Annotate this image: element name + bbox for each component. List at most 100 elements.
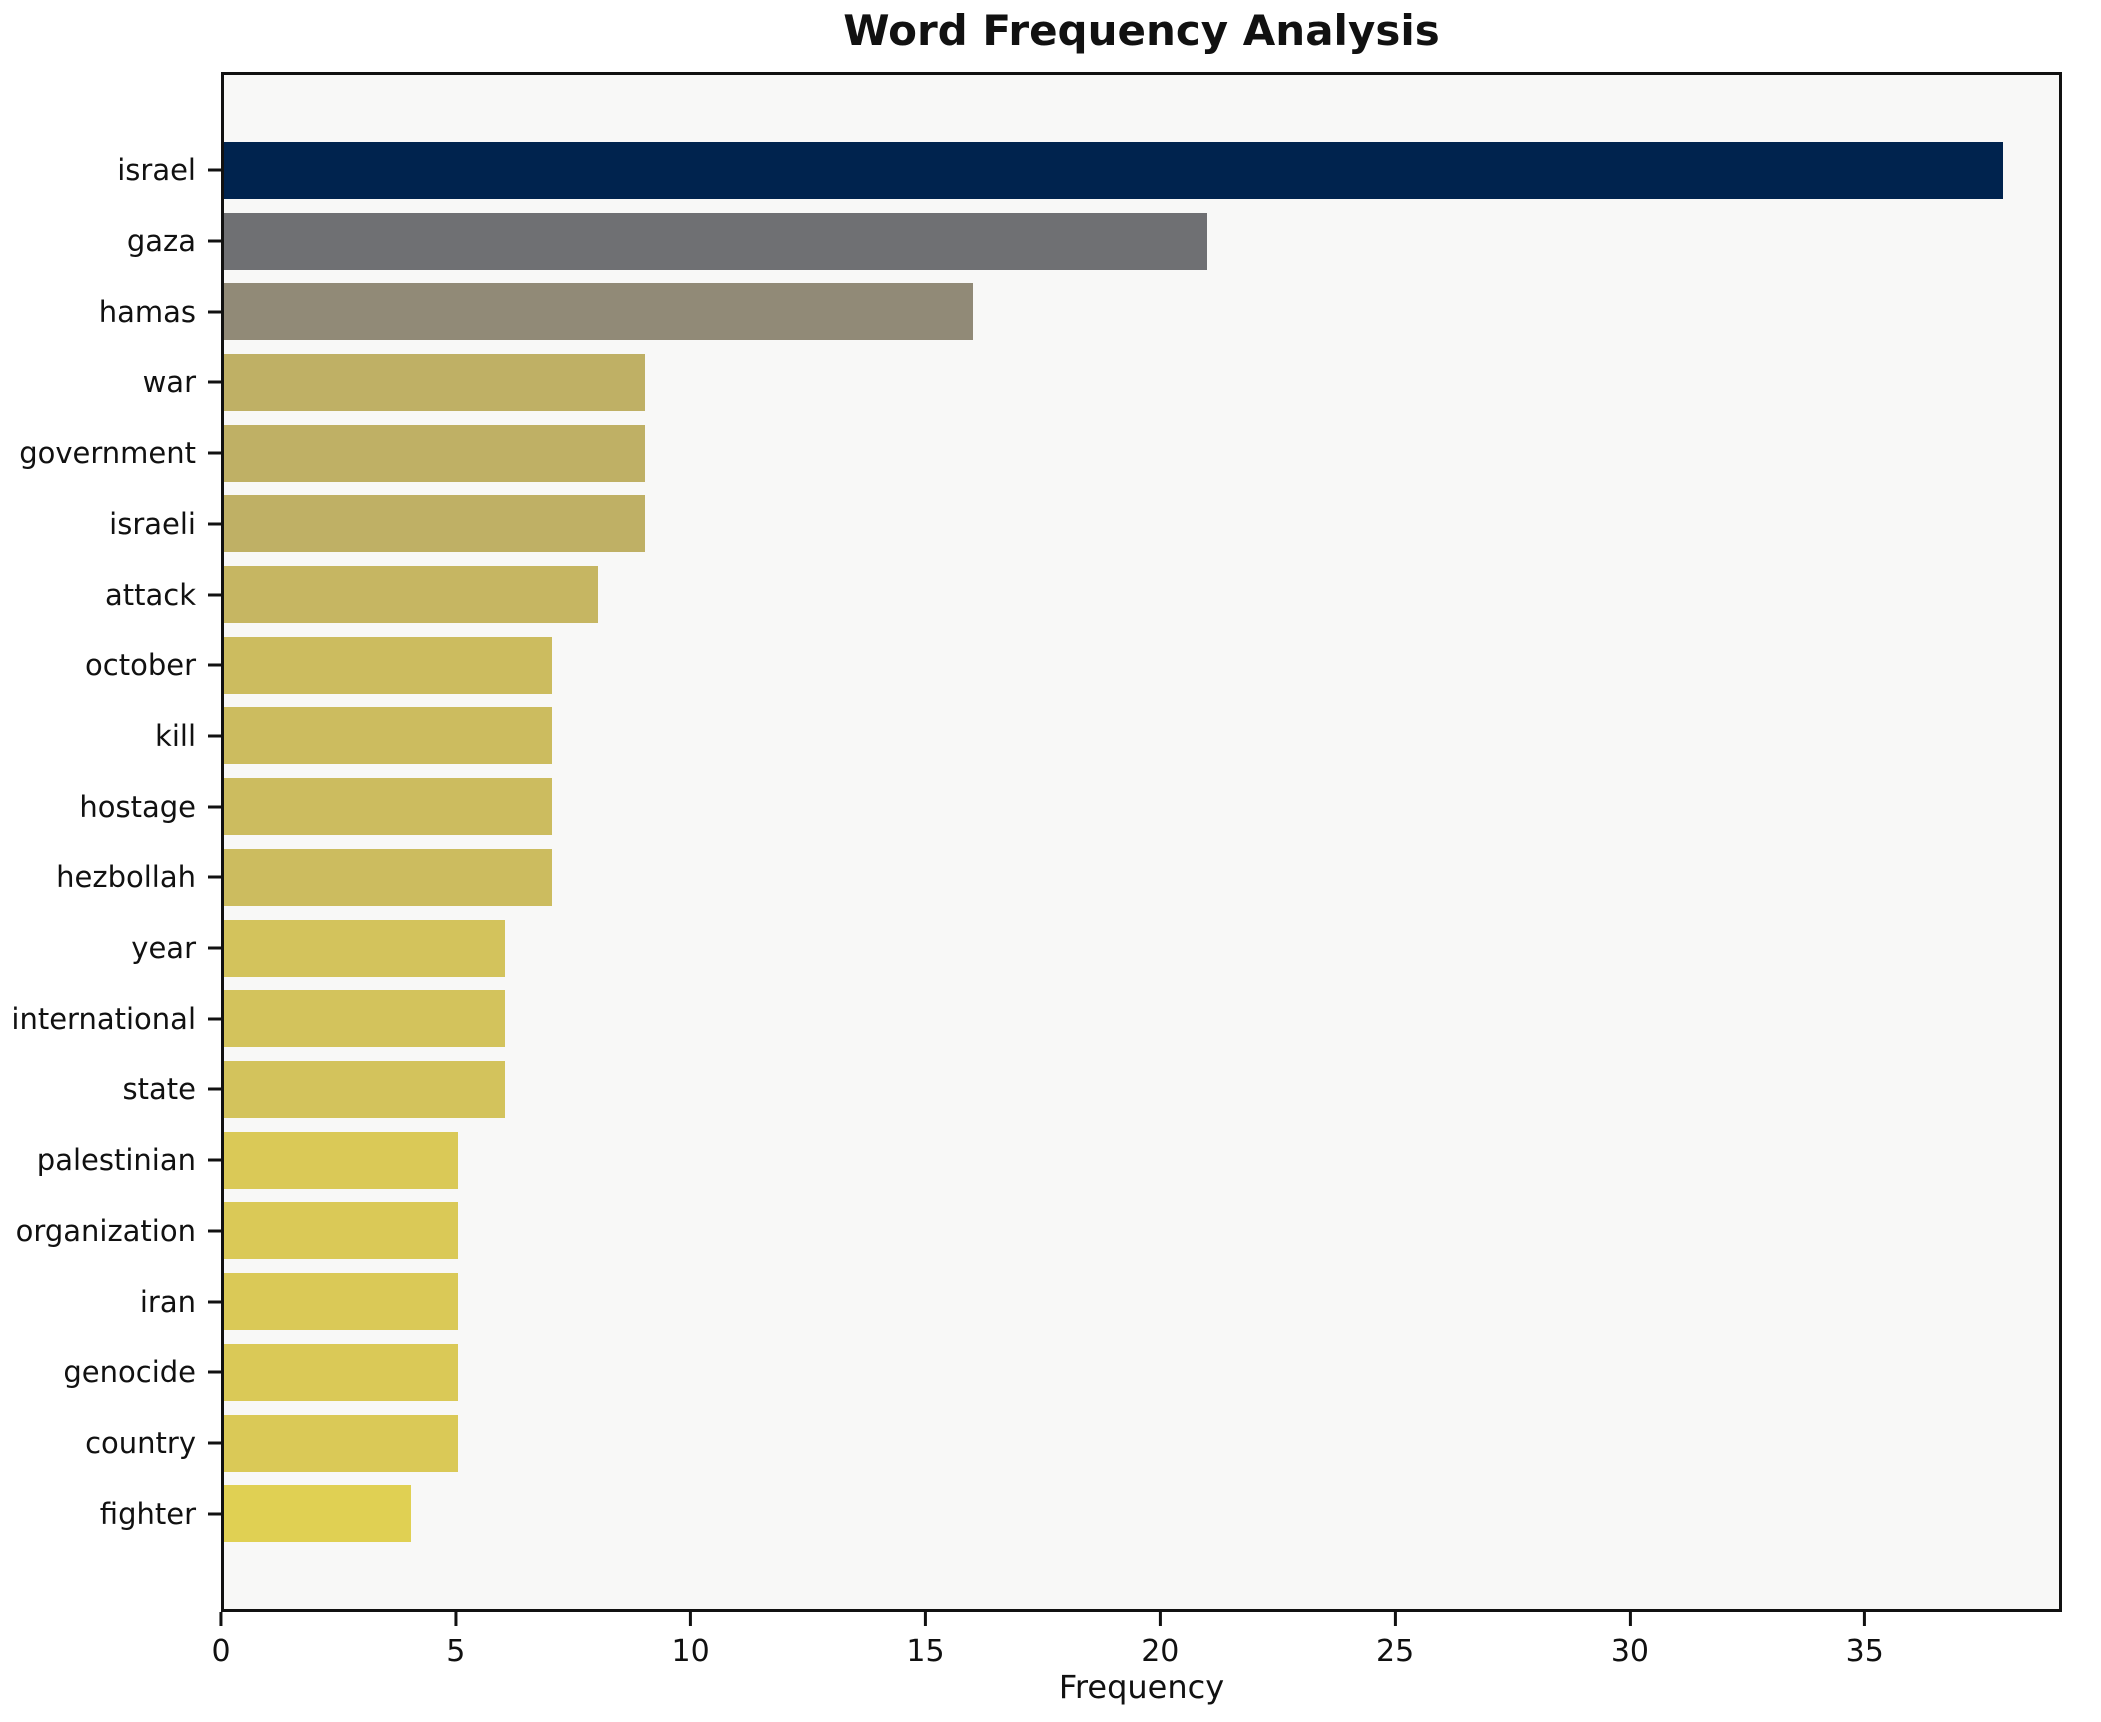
x-tick-mark bbox=[219, 1612, 223, 1626]
bar bbox=[224, 566, 599, 624]
bar bbox=[224, 919, 505, 977]
y-tick-mark bbox=[208, 946, 221, 950]
x-tick: 35 bbox=[1846, 1612, 1884, 1669]
bar bbox=[224, 990, 505, 1048]
x-tick-label: 15 bbox=[906, 1634, 945, 1669]
x-tick: 15 bbox=[906, 1612, 945, 1669]
bar-row: gaza bbox=[127, 206, 2059, 277]
y-tick-mark bbox=[208, 1441, 221, 1445]
bar-row: palestinian bbox=[37, 1125, 2059, 1196]
bars-area: israel gaza hamas war government israeli… bbox=[11, 75, 2059, 1609]
y-tick-label: iran bbox=[139, 1284, 196, 1319]
y-tick-mark bbox=[208, 239, 221, 243]
bar-row: fighter bbox=[100, 1478, 2059, 1549]
bar-row: israeli bbox=[109, 489, 2059, 560]
x-tick-label: 25 bbox=[1376, 1634, 1415, 1669]
x-tick-mark bbox=[1628, 1612, 1632, 1626]
x-tick-mark bbox=[689, 1612, 693, 1626]
bar bbox=[224, 212, 1208, 270]
y-tick-mark bbox=[208, 451, 221, 455]
x-tick-label: 35 bbox=[1845, 1634, 1884, 1669]
y-tick-label: hostage bbox=[79, 789, 196, 824]
x-tick-mark bbox=[923, 1612, 927, 1626]
x-tick-mark bbox=[1158, 1612, 1162, 1626]
x-tick-mark bbox=[454, 1612, 458, 1626]
y-tick-mark bbox=[208, 168, 221, 172]
y-tick-label: government bbox=[19, 436, 196, 471]
bar-row: iran bbox=[140, 1266, 2059, 1337]
bar bbox=[224, 636, 552, 694]
x-tick: 0 bbox=[211, 1612, 231, 1669]
y-tick-mark bbox=[208, 1017, 221, 1021]
bar bbox=[224, 1060, 505, 1118]
x-tick: 20 bbox=[1141, 1612, 1179, 1669]
y-tick-label: hamas bbox=[98, 294, 196, 329]
bar-row: hamas bbox=[99, 276, 2059, 347]
bar bbox=[224, 353, 646, 411]
y-tick-label: attack bbox=[104, 577, 196, 612]
x-tick-label: 0 bbox=[211, 1634, 231, 1669]
y-tick-label: fighter bbox=[99, 1496, 196, 1531]
y-tick-mark bbox=[208, 1229, 221, 1233]
bar bbox=[224, 707, 552, 765]
x-tick: 5 bbox=[446, 1612, 465, 1669]
y-tick-label: international bbox=[11, 1001, 196, 1036]
y-tick-mark bbox=[208, 1158, 221, 1162]
bar-row: international bbox=[11, 983, 2059, 1054]
bar bbox=[224, 1273, 459, 1331]
y-tick-mark bbox=[208, 875, 221, 879]
bar bbox=[224, 141, 2003, 199]
y-tick-mark bbox=[208, 380, 221, 384]
bar-row: government bbox=[19, 418, 2059, 489]
plot-area: israel gaza hamas war government israeli… bbox=[11, 72, 2062, 1612]
bar bbox=[224, 1485, 412, 1543]
bar-row: israel bbox=[117, 135, 2059, 206]
bar bbox=[224, 1343, 459, 1401]
bar bbox=[224, 283, 973, 341]
bar bbox=[224, 424, 646, 482]
bar-row: attack bbox=[105, 559, 2059, 630]
y-tick-label: october bbox=[85, 648, 196, 683]
x-tick-label: 30 bbox=[1610, 1634, 1650, 1669]
bar bbox=[224, 1131, 459, 1189]
y-tick-label: palestinian bbox=[36, 1143, 196, 1178]
y-tick-mark bbox=[208, 1300, 221, 1304]
y-tick-mark bbox=[208, 1512, 221, 1516]
y-tick-label: hezbollah bbox=[56, 860, 196, 895]
x-tick-label: 5 bbox=[446, 1634, 466, 1669]
bar bbox=[224, 1414, 459, 1472]
y-tick-label: war bbox=[142, 365, 196, 400]
y-tick-mark bbox=[208, 310, 221, 314]
x-tick-label: 20 bbox=[1141, 1634, 1180, 1669]
x-tick: 25 bbox=[1376, 1612, 1414, 1669]
y-tick-label: year bbox=[131, 931, 196, 966]
bar-row: hostage bbox=[79, 771, 2059, 842]
x-tick-label: 10 bbox=[671, 1634, 710, 1669]
y-tick-mark bbox=[208, 1087, 221, 1091]
y-tick-mark bbox=[208, 522, 221, 526]
chart-title: Word Frequency Analysis bbox=[843, 6, 1440, 55]
bar bbox=[224, 778, 552, 836]
x-axis: 0 5 10 15 20 25 30 35 bbox=[211, 1612, 2062, 1672]
y-tick-mark bbox=[208, 805, 221, 809]
bar bbox=[224, 1202, 459, 1260]
bar-row: state bbox=[123, 1054, 2059, 1125]
y-tick-label: organization bbox=[15, 1213, 196, 1248]
y-tick-label: gaza bbox=[126, 224, 196, 259]
bar-row: country bbox=[85, 1408, 2059, 1479]
y-tick-label: israel bbox=[117, 153, 196, 188]
bar-row: kill bbox=[155, 701, 2059, 772]
y-tick-mark bbox=[208, 593, 221, 597]
bar-row: year bbox=[131, 913, 2059, 984]
bar-row: organization bbox=[16, 1196, 2059, 1267]
bar-row: october bbox=[85, 630, 2059, 701]
x-tick-mark bbox=[1393, 1612, 1397, 1626]
y-tick-label: state bbox=[122, 1072, 196, 1107]
bar bbox=[224, 848, 552, 906]
x-tick: 10 bbox=[672, 1612, 710, 1669]
y-tick-label: country bbox=[85, 1426, 196, 1460]
x-tick-mark bbox=[1863, 1612, 1867, 1626]
y-tick-mark bbox=[208, 1370, 221, 1374]
x-tick: 30 bbox=[1611, 1612, 1649, 1669]
